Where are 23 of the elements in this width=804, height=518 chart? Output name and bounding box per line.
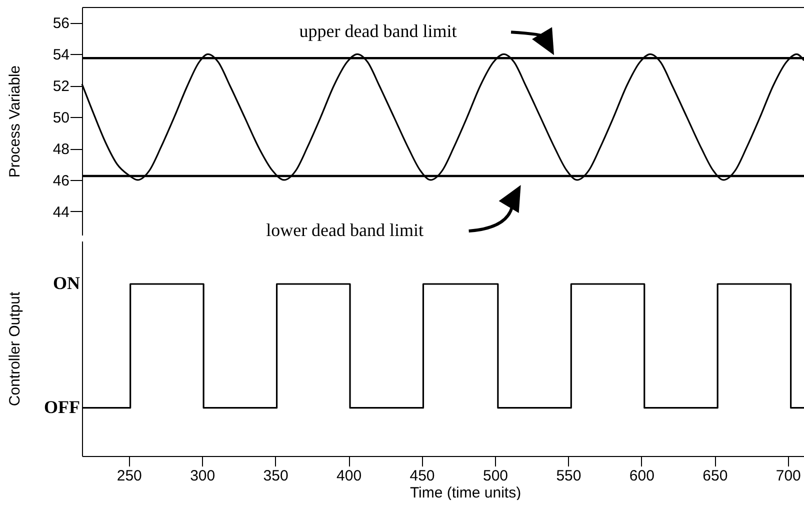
x-tick-label: 550 — [556, 468, 582, 484]
x-tick-label: 600 — [629, 468, 654, 484]
x-tick-label: 450 — [410, 468, 435, 484]
x-tick-label: 400 — [336, 468, 362, 484]
text: OFF — [44, 396, 80, 417]
y-tick-label: 56 — [52, 15, 70, 32]
y-tick-label: 54 — [52, 46, 70, 64]
ref-line-label: lower dead band limit — [266, 220, 424, 240]
x-tick-label: 700 — [776, 468, 801, 484]
x-tick-label: 350 — [263, 468, 288, 484]
x-tick-label: 250 — [116, 468, 142, 484]
text: ON — [53, 273, 80, 293]
y-tick-label: 46 — [52, 172, 70, 190]
y-axis-title: Controller Output — [6, 291, 24, 406]
y-tick-label: 44 — [52, 204, 70, 221]
y-tick-label: 52 — [52, 78, 70, 96]
x-tick-label: 500 — [482, 468, 508, 484]
y-axis-title: Process Variable — [6, 65, 24, 178]
y-tick-label: 48 — [52, 141, 70, 158]
x-tick-label: 300 — [190, 468, 216, 484]
x-tick-label: 650 — [702, 468, 728, 484]
y-tick-label: 50 — [52, 110, 70, 127]
ref-line-label: upper dead band limit — [299, 21, 457, 42]
